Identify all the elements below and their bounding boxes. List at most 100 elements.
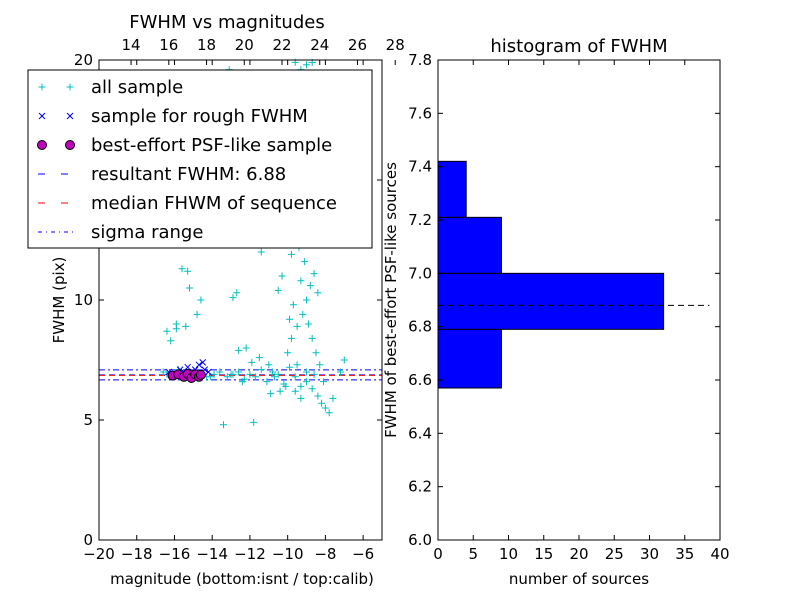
all-sample-point [303, 368, 311, 376]
all-sample-point [265, 361, 273, 369]
rough-fwhm-point [195, 361, 203, 369]
all-sample-point [274, 370, 282, 378]
rough-fwhm-point [205, 368, 212, 376]
all-sample-point [291, 387, 299, 395]
y-tick-label: 7.0 [408, 264, 432, 282]
histogram-ylabel: FWHM of best-effort PSF-like sources [382, 162, 400, 438]
all-sample-point [287, 250, 295, 258]
top-tick-label: 28 [386, 36, 405, 54]
plus-marker-icon [66, 83, 74, 91]
all-sample-point [216, 368, 224, 376]
all-sample-point [286, 363, 294, 371]
all-sample-point [233, 289, 241, 297]
x-tick-label: 25 [605, 545, 624, 563]
all-sample-point [257, 248, 265, 256]
legend-entry: resultant FWHM: 6.88 [38, 164, 286, 185]
top-tick-label: 20 [235, 36, 254, 54]
all-sample-point [308, 385, 316, 393]
legend-entry: sigma range [38, 222, 203, 243]
x-tick-label: 5 [468, 545, 478, 563]
y-tick-label: 6.4 [408, 424, 432, 442]
legend-label: sample for rough FWHM [91, 106, 308, 127]
all-sample-point [257, 366, 265, 374]
histogram-bar [437, 160, 467, 218]
scatter-ticks: −20 −18 −16 −14 −12 −10 −8 −6 14 16 18 20 22 24 26 28 0 5… [74, 36, 405, 563]
all-sample-point [167, 337, 175, 345]
all-sample-point [336, 368, 344, 376]
x-tick-label: −6 [352, 545, 374, 563]
x-tick-label: −14 [196, 545, 228, 563]
all-sample-point [293, 361, 301, 369]
all-sample-point [235, 346, 243, 354]
scatter-ylabel: FWHM (pix) [50, 257, 68, 344]
all-sample-point [297, 277, 305, 285]
all-sample-point [287, 334, 295, 342]
all-sample-point [276, 387, 284, 395]
all-sample-point [306, 282, 314, 290]
legend-label: median FHWM of sequence [91, 193, 337, 214]
histogram-bar [437, 328, 502, 389]
legend-label: all sample [91, 77, 183, 98]
x-tick-label: 40 [710, 545, 729, 563]
scatter-panel: FWHM vs magnitudes −20 −18 −16 −14 −12 −10 −8−… [27, 12, 405, 588]
y-tick-label: 7.8 [408, 51, 432, 69]
y-tick-label: 5 [83, 411, 93, 429]
top-tick-label: 26 [348, 36, 367, 54]
legend-entry: all sample [38, 77, 183, 98]
all-sample-point [248, 358, 256, 366]
all-sample-point [223, 373, 231, 381]
all-sample-point [238, 378, 246, 386]
y-tick-label: 6.8 [408, 318, 432, 336]
all-sample-point [301, 258, 309, 266]
all-sample-point [340, 356, 348, 364]
all-sample-point [314, 289, 322, 297]
all-sample-point [263, 378, 271, 386]
all-sample-point [184, 267, 192, 275]
y-tick-label: 6.6 [408, 371, 432, 389]
scatter-title: FWHM vs magnitudes [129, 12, 324, 33]
all-sample-point [310, 270, 318, 278]
all-sample-point [320, 378, 328, 386]
all-sample-point [172, 320, 180, 328]
rough-fwhm-point [184, 363, 192, 371]
x-tick-label: −10 [272, 545, 304, 563]
all-sample-point [293, 322, 301, 330]
scatter-xlabel: magnitude (bottom:isnt / top:calib) [110, 570, 374, 588]
x-tick-label: 20 [569, 545, 588, 563]
all-sample-point [246, 370, 254, 378]
all-sample-point [329, 394, 337, 402]
all-sample-point [182, 322, 190, 330]
y-tick-label: 6.2 [408, 478, 432, 496]
all-sample-point [303, 378, 311, 386]
all-sample-point [267, 390, 275, 398]
x-tick-label: −8 [314, 545, 336, 563]
all-sample-point [210, 370, 218, 378]
all-sample-point [255, 354, 263, 362]
y-tick-label: 7.4 [408, 158, 432, 176]
all-sample-point [269, 368, 277, 376]
all-sample-point [312, 349, 320, 357]
all-sample-point [242, 344, 250, 352]
plus-marker-icon [38, 83, 46, 91]
top-tick-label: 18 [197, 36, 216, 54]
x-tick-label: −16 [159, 545, 191, 563]
all-sample-point [193, 310, 201, 318]
all-sample-point [282, 382, 290, 390]
legend-label: resultant FWHM: 6.88 [91, 164, 286, 185]
all-sample-point [229, 294, 237, 302]
all-sample-point [159, 368, 167, 376]
all-sample-point [310, 370, 318, 378]
all-sample-point [186, 284, 194, 292]
all-sample-point [304, 320, 312, 328]
psf-like-point [195, 369, 206, 380]
all-sample-point [321, 404, 329, 412]
all-sample-point [278, 272, 286, 280]
legend-box [27, 69, 373, 249]
all-sample-point [299, 310, 307, 318]
all-sample-point [284, 349, 292, 357]
circle-marker-icon [37, 140, 47, 150]
x-marker-icon [66, 112, 74, 120]
x-marker-icon [38, 112, 46, 120]
histogram-panel: histogram of FWHM 0 5 10 15 20 25 30 35 40 6.0 6.2… [382, 36, 730, 588]
x-tick-label: 15 [534, 545, 553, 563]
